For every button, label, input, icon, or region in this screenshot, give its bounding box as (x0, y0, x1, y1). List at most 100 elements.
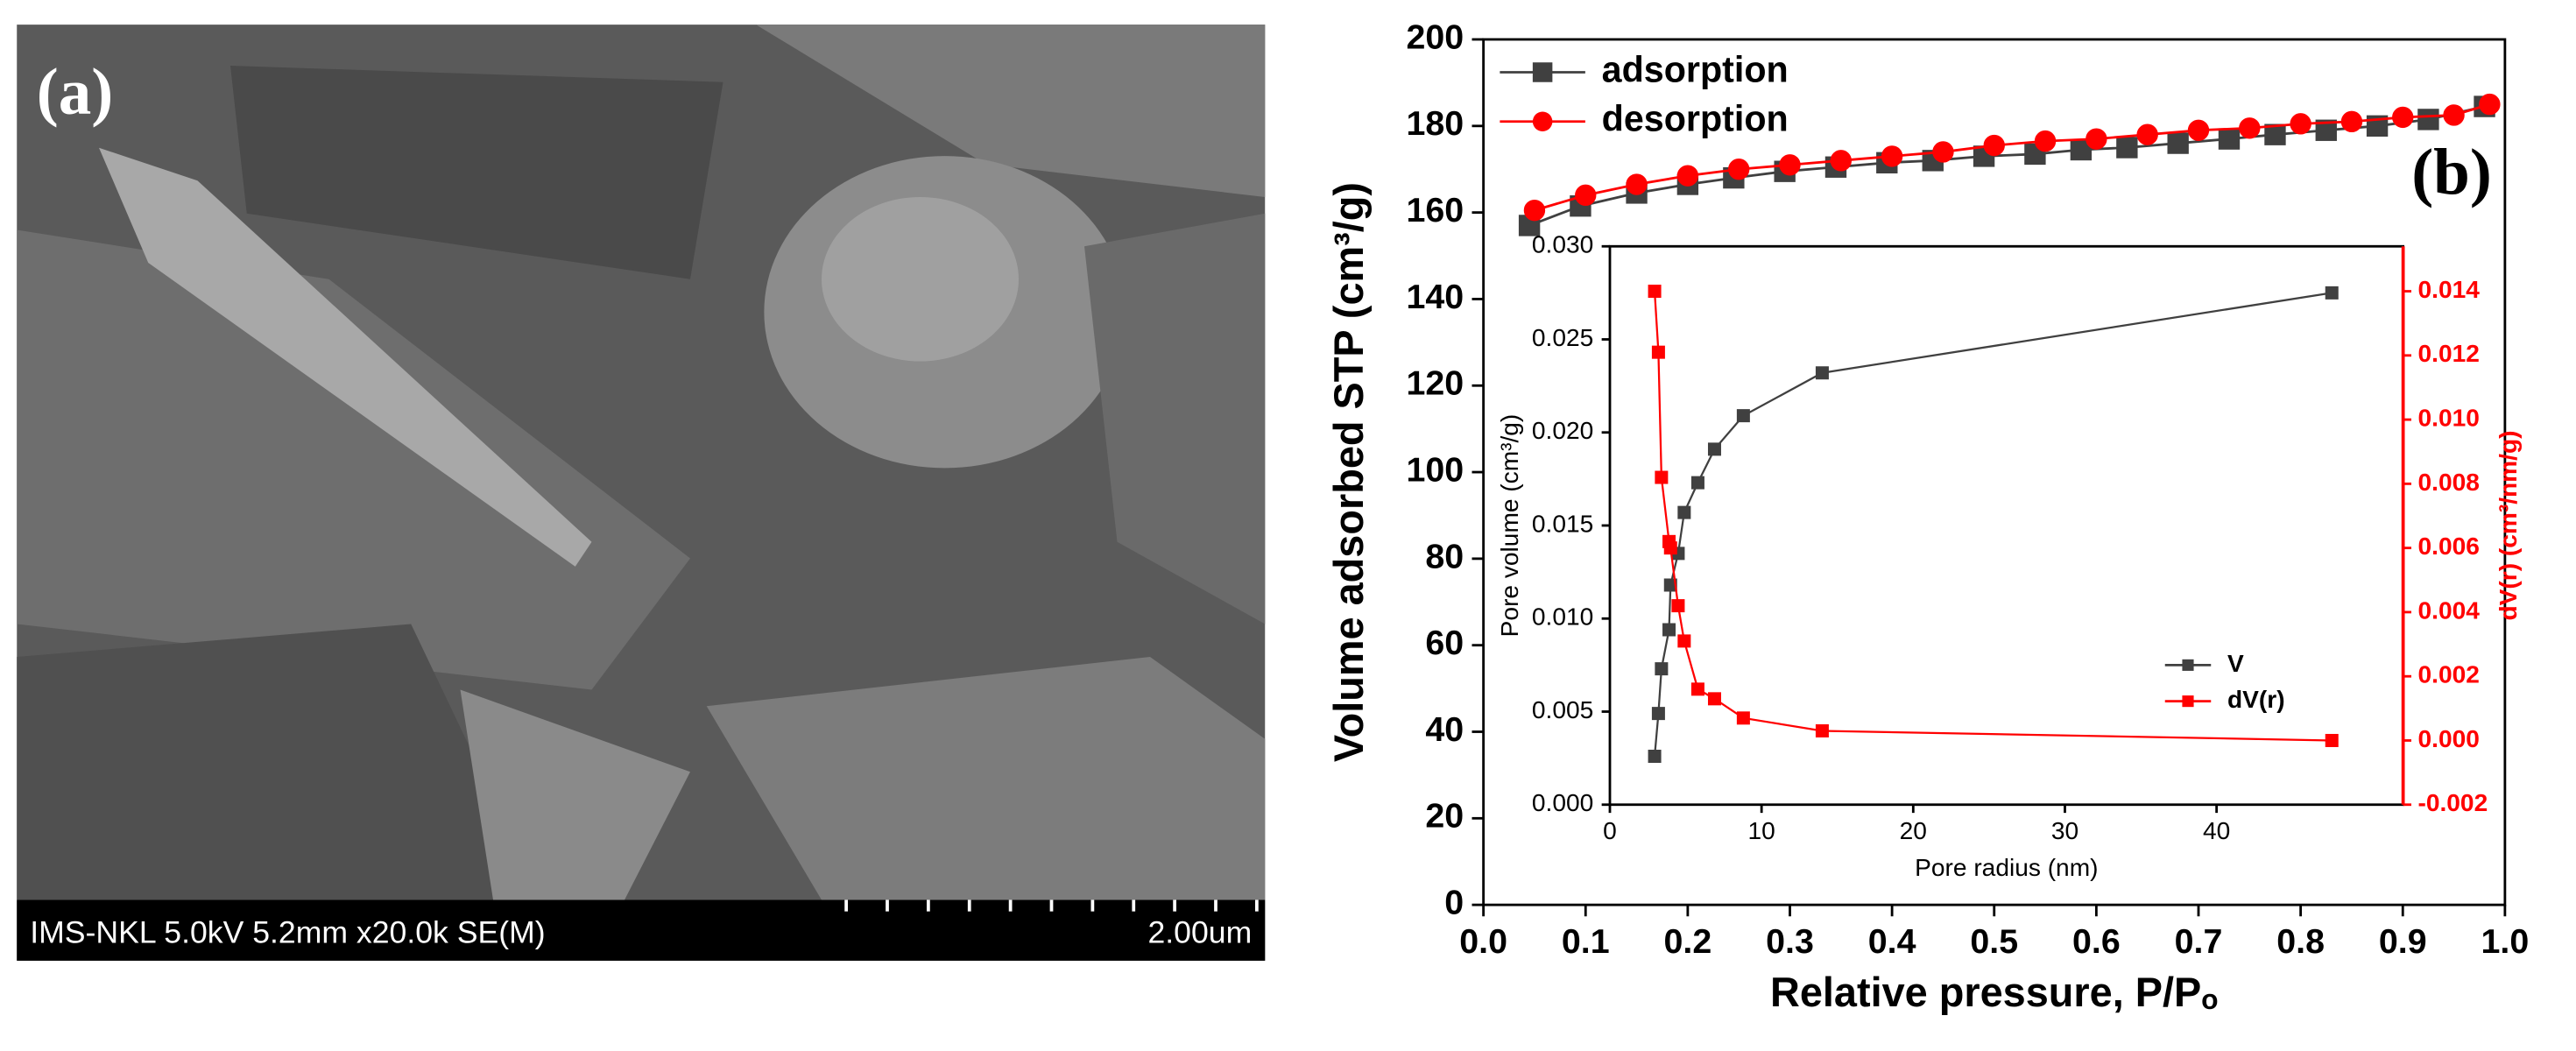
x-tick-label: 0.1 (1562, 922, 1610, 961)
legend-marker (2182, 695, 2194, 708)
data-point (2187, 119, 2210, 141)
sem-flake (99, 147, 592, 567)
sem-flake (17, 624, 543, 900)
data-point (2392, 106, 2414, 129)
y-axis-label: Volume adsorbed STP (cm³/g) (1326, 182, 1372, 762)
data-point (1655, 662, 1669, 676)
x-tick-label: 0.5 (1970, 922, 2018, 961)
y-tick-label: 80 (1425, 537, 1464, 575)
data-point (1707, 692, 1721, 706)
sem-image: (a) IMS-NKL 5.0kV 5.2mm x20.0k SE(M) 2.0… (17, 25, 1266, 961)
sem-flake (17, 229, 690, 690)
x-tick-label: 0.8 (2276, 922, 2325, 961)
sem-flake (1084, 213, 1266, 624)
data-point (1690, 476, 1704, 490)
x-axis-label: Relative pressure, P/Pₒ (1770, 970, 2219, 1015)
data-point (2325, 733, 2339, 747)
legend-marker (1532, 111, 1553, 131)
data-point (2086, 128, 2107, 150)
data-point (1815, 723, 1829, 737)
data-point (1662, 623, 1676, 637)
series-line (1653, 291, 2333, 742)
y-tick-label: 0.005 (1532, 696, 1593, 723)
data-point (2340, 110, 2363, 133)
x-tick-label: 40 (2203, 817, 2230, 844)
y-tick-label: 40 (1425, 710, 1464, 749)
data-point (1663, 541, 1677, 555)
sem-flake (460, 689, 690, 900)
y-tick-label: 0.020 (1532, 417, 1593, 444)
data-point (1779, 154, 1801, 176)
data-point (2239, 117, 2261, 139)
legend-label: desorption (1602, 99, 1789, 139)
y-tick-label: 200 (1406, 18, 1464, 56)
y2-tick-label: -0.002 (2418, 789, 2488, 816)
panel-label: (a) (37, 56, 113, 129)
panel-label: (b) (2411, 137, 2492, 209)
data-point (2479, 93, 2501, 116)
x-tick-label: 10 (1748, 817, 1775, 844)
y-tick-label: 60 (1425, 624, 1464, 662)
legend-marker (1532, 62, 1553, 82)
y-tick-label: 0.010 (1532, 603, 1593, 631)
data-point (1651, 345, 1665, 359)
x-tick-label: 0.7 (2175, 922, 2223, 961)
y2-tick-label: 0.008 (2418, 469, 2480, 496)
x-tick-label: 0.6 (2072, 922, 2121, 961)
data-point (1830, 150, 1852, 172)
data-point (1728, 159, 1750, 180)
x-tick-label: 0.2 (1664, 922, 1712, 961)
sem-flake (756, 25, 1266, 197)
data-point (2290, 113, 2311, 135)
data-point (1655, 470, 1669, 484)
x-axis-label: Pore radius (nm) (1915, 854, 2098, 881)
y2-tick-label: 0.006 (2418, 533, 2480, 560)
x-tick-label: 0.4 (1868, 922, 1916, 961)
data-point (1736, 711, 1750, 725)
y2-tick-label: 0.002 (2418, 661, 2480, 688)
data-point (2167, 132, 2189, 154)
scale-bar-label: 2.00um (1147, 914, 1252, 949)
y2-tick-label: 0.012 (2418, 340, 2480, 367)
legend-label: adsorption (1602, 49, 1789, 89)
data-point (1677, 505, 1691, 519)
data-point (1690, 682, 1704, 696)
y2-tick-label: 0.010 (2418, 405, 2480, 432)
inset-background (1610, 246, 2403, 805)
y2-tick-label: 0.004 (2418, 596, 2481, 624)
data-point (1676, 165, 1699, 187)
legend-label: V (2227, 650, 2244, 677)
y2-tick-label: 0.000 (2418, 725, 2480, 752)
data-point (1648, 285, 1662, 299)
y-tick-label: 0.000 (1532, 789, 1593, 816)
y-tick-label: 0.015 (1532, 510, 1593, 537)
y-axis-label: Pore volume (cm³/g) (1496, 414, 1523, 638)
series-line (1653, 292, 2333, 757)
data-point (2218, 128, 2241, 150)
data-point (1671, 599, 1685, 613)
data-point (1677, 634, 1691, 648)
data-point (1983, 134, 2005, 157)
sem-particle (822, 197, 1019, 362)
y-tick-label: 140 (1406, 278, 1464, 316)
data-point (1707, 442, 1721, 456)
data-point (2325, 286, 2339, 300)
data-point (1736, 409, 1750, 423)
data-point (2136, 123, 2158, 145)
data-point (2417, 109, 2439, 130)
data-point (2116, 137, 2138, 159)
x-tick-label: 0.0 (1459, 922, 1507, 961)
data-point (2034, 130, 2057, 152)
data-point (1648, 749, 1662, 763)
data-point (1815, 366, 1829, 380)
data-point (2315, 119, 2337, 141)
y-tick-label: 100 (1406, 450, 1464, 489)
x-tick-label: 30 (2051, 817, 2078, 844)
legend-marker (2182, 659, 2194, 671)
x-tick-label: 0.9 (2379, 922, 2427, 961)
y2-tick-label: 0.014 (2418, 276, 2481, 303)
legend-label: dV(r) (2227, 686, 2285, 713)
data-point (1575, 184, 1597, 207)
